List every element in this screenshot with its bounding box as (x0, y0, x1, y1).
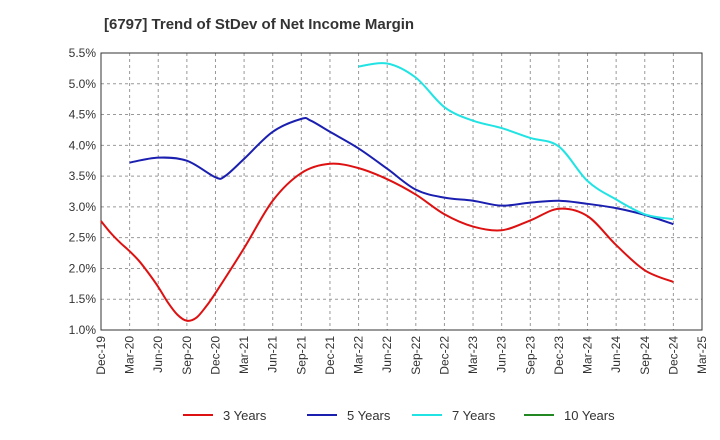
y-tick-label: 5.0% (69, 77, 97, 91)
y-tick-label: 2.5% (69, 231, 97, 245)
x-tick-label: Dec-23 (552, 336, 566, 375)
y-tick-label: 1.0% (69, 323, 97, 337)
y-tick-label: 5.5% (69, 46, 97, 60)
x-tick-label: Dec-24 (666, 336, 680, 375)
y-tick-label: 3.5% (69, 169, 97, 183)
x-tick-label: Mar-24 (581, 336, 595, 374)
x-tick-label: Sep-21 (294, 336, 308, 375)
x-tick-label: Sep-23 (523, 336, 537, 375)
x-tick-label: Jun-23 (495, 336, 509, 373)
x-tick-label: Jun-24 (609, 336, 623, 373)
legend-label-10-years: 10 Years (564, 408, 615, 423)
x-tick-label: Mar-22 (352, 336, 366, 374)
x-tick-label: Mar-25 (695, 336, 709, 374)
series-line-5-years (129, 117, 674, 226)
x-tick-label: Dec-19 (94, 336, 108, 375)
x-tick-label: Mar-23 (466, 336, 480, 374)
legend: 3 Years 5 Years 7 Years 10 Years (183, 408, 615, 423)
x-tick-label: Sep-22 (409, 336, 423, 375)
plot-frame (100, 52, 703, 331)
legend-label-7-years: 7 Years (452, 408, 496, 423)
axis-layer: 1.0% 1.5% 2.0% 2.5% 3.0% 3.5% 4.0% 4.5% 5.0% 5.5%… (69, 46, 709, 375)
x-tick-label: Dec-21 (323, 336, 337, 375)
x-tick-label: Dec-22 (437, 336, 451, 375)
grid-layer (100, 52, 703, 331)
x-tick-label: Jun-22 (380, 336, 394, 373)
x-tick-label: Jun-21 (266, 336, 280, 373)
x-tick-label: Jun-20 (151, 336, 165, 373)
y-tick-label: 4.5% (69, 108, 97, 122)
chart-title: [6797] Trend of StDev of Net Income Marg… (104, 16, 415, 33)
x-tick-label: Dec-20 (208, 336, 222, 375)
y-tick-label: 2.0% (69, 261, 97, 275)
series-layer (100, 62, 674, 322)
y-tick-label: 1.5% (69, 292, 97, 306)
x-tick-label: Mar-20 (123, 336, 137, 374)
legend-label-5-years: 5 Years (347, 408, 391, 423)
legend-label-3-years: 3 Years (223, 408, 267, 423)
x-tick-label: Mar-21 (237, 336, 251, 374)
series-line-7-years (358, 62, 674, 221)
x-tick-label: Sep-24 (638, 336, 652, 375)
y-tick-label: 3.0% (69, 200, 97, 214)
x-tick-label: Sep-20 (180, 336, 194, 375)
y-tick-label: 4.0% (69, 138, 97, 152)
